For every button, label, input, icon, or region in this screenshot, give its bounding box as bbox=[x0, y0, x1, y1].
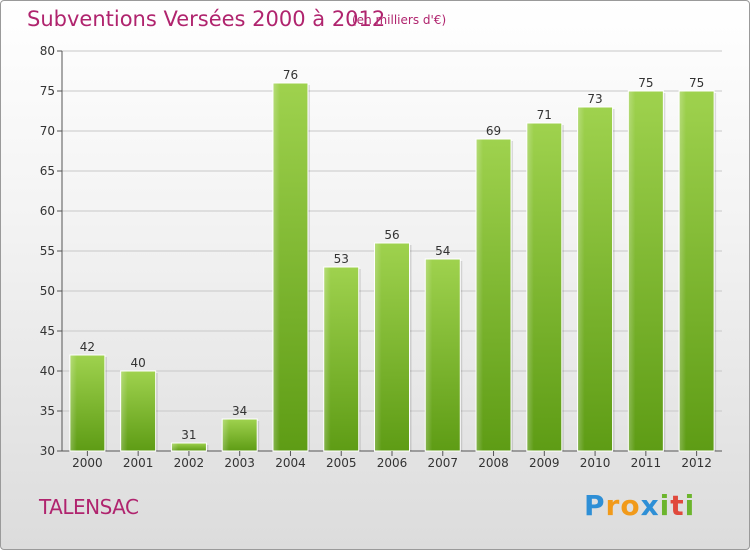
y-tick-label: 30 bbox=[40, 444, 55, 458]
x-tick-label: 2006 bbox=[377, 456, 408, 470]
x-tick-label: 2005 bbox=[326, 456, 357, 470]
data-label: 71 bbox=[537, 108, 552, 122]
data-label: 75 bbox=[689, 76, 704, 90]
bar-highlight bbox=[679, 91, 715, 451]
x-tick-label: 2011 bbox=[631, 456, 662, 470]
bar-highlight bbox=[171, 443, 207, 451]
bar-highlight bbox=[323, 267, 359, 451]
y-tick-label: 60 bbox=[40, 204, 55, 218]
town-name: TALENSAC bbox=[39, 495, 139, 519]
y-tick-label: 80 bbox=[40, 44, 55, 58]
x-tick-label: 2009 bbox=[529, 456, 560, 470]
x-tick-label: 2007 bbox=[427, 456, 458, 470]
x-tick-label: 2004 bbox=[275, 456, 306, 470]
y-tick-label: 75 bbox=[40, 84, 55, 98]
data-label: 54 bbox=[435, 244, 450, 258]
bar-highlight bbox=[120, 371, 156, 451]
y-tick-label: 35 bbox=[40, 404, 55, 418]
x-tick-label: 2001 bbox=[123, 456, 154, 470]
bar-highlight bbox=[222, 419, 258, 451]
data-label: 53 bbox=[334, 252, 349, 266]
data-label: 75 bbox=[638, 76, 653, 90]
bar-highlight bbox=[69, 355, 105, 451]
logo-letter: i bbox=[684, 489, 696, 522]
data-label: 76 bbox=[283, 68, 298, 82]
y-tick-label: 65 bbox=[40, 164, 55, 178]
data-label: 31 bbox=[181, 428, 196, 442]
x-tick-label: 2003 bbox=[224, 456, 255, 470]
bar-highlight bbox=[577, 107, 613, 451]
bar-highlight bbox=[425, 259, 461, 451]
bar-highlight bbox=[476, 139, 512, 451]
logo-letter: o bbox=[620, 489, 641, 522]
y-tick-label: 55 bbox=[40, 244, 55, 258]
logo-letter: P bbox=[584, 489, 606, 522]
x-tick-label: 2008 bbox=[478, 456, 509, 470]
y-tick-label: 40 bbox=[40, 364, 55, 378]
y-tick-label: 45 bbox=[40, 324, 55, 338]
logo-letter: r bbox=[605, 489, 621, 522]
bar-highlight bbox=[526, 123, 562, 451]
data-label: 56 bbox=[384, 228, 399, 242]
logo-letter: i bbox=[659, 489, 671, 522]
x-tick-label: 2002 bbox=[174, 456, 205, 470]
data-label: 40 bbox=[131, 356, 146, 370]
bar-highlight bbox=[272, 83, 308, 451]
bar-highlight bbox=[628, 91, 664, 451]
data-label: 42 bbox=[80, 340, 95, 354]
data-label: 34 bbox=[232, 404, 247, 418]
x-tick-label: 2012 bbox=[681, 456, 712, 470]
y-tick-label: 70 bbox=[40, 124, 55, 138]
proxiti-logo[interactable]: Proxiti bbox=[584, 489, 695, 522]
data-label: 73 bbox=[587, 92, 602, 106]
chart-subtitle: (en milliers d'€) bbox=[352, 13, 447, 27]
x-tick-label: 2000 bbox=[72, 456, 103, 470]
logo-letter: x bbox=[640, 489, 660, 522]
y-tick-label: 50 bbox=[40, 284, 55, 298]
data-label: 69 bbox=[486, 124, 501, 138]
bar-highlight bbox=[374, 243, 410, 451]
x-tick-label: 2010 bbox=[580, 456, 611, 470]
logo-letter: t bbox=[670, 489, 685, 522]
chart-title: Subventions Versées 2000 à 2012 bbox=[27, 7, 386, 31]
